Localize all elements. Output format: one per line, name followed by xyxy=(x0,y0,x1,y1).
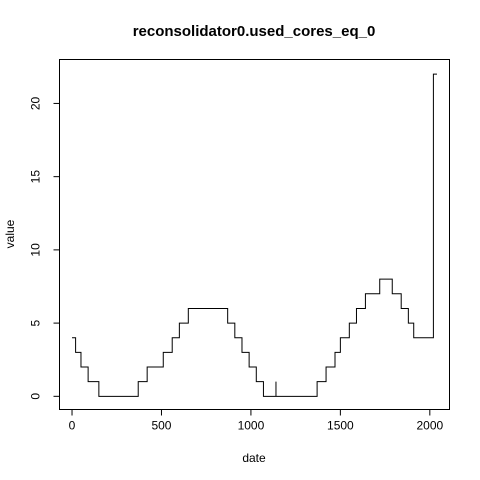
y-tick-label: 20 xyxy=(29,96,43,110)
y-axis-label: value xyxy=(3,219,17,248)
y-axis: 0 5 10 15 20 xyxy=(28,96,60,400)
y-tick-label: 15 xyxy=(29,170,43,184)
series-line-0 xyxy=(72,73,437,397)
x-tick-label: 1000 xyxy=(238,419,265,433)
x-tick-label: 1500 xyxy=(327,419,354,433)
x-tick-label: 500 xyxy=(151,419,171,433)
y-tick-label: 5 xyxy=(29,319,43,326)
y-tick-label: 10 xyxy=(29,243,43,257)
x-tick-label: 2000 xyxy=(416,419,443,433)
x-axis-label: date xyxy=(242,451,266,465)
y-tick-label: 0 xyxy=(28,393,42,400)
x-axis: 0 500 1000 1500 2000 xyxy=(69,409,443,433)
x-tick-label: 0 xyxy=(69,419,76,433)
plot-area xyxy=(59,59,450,410)
chart-title: reconsolidator0.used_cores_eq_0 xyxy=(133,23,376,40)
series-group xyxy=(72,73,437,397)
